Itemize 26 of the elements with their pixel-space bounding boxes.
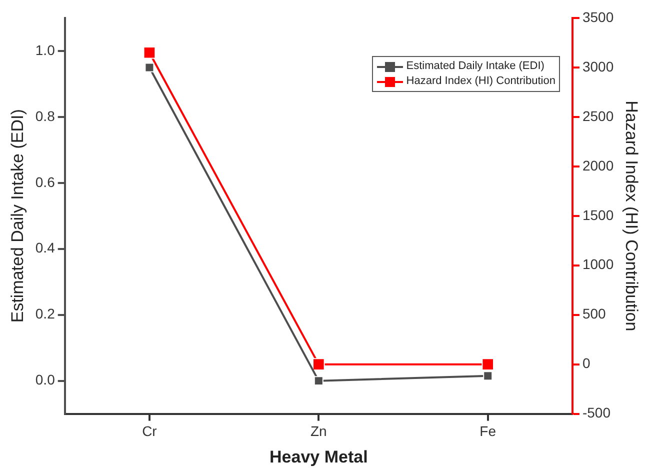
y2-tick-label: 1000 [582, 256, 614, 272]
y2-tick-label: 3000 [582, 58, 614, 74]
x-tick-label: Cr [142, 423, 158, 440]
y2-tick-label: 1500 [582, 206, 614, 223]
x-tick-label: Fe [480, 423, 496, 440]
y2-tick-label: 2500 [582, 108, 614, 124]
y2-tick-label: 500 [582, 306, 606, 322]
y2-tick-label: -500 [582, 404, 611, 421]
y-tick-label: 0.2 [35, 306, 56, 322]
y2-tick-label: 0 [582, 355, 590, 372]
y-tick-label: 0.0 [35, 372, 56, 388]
legend-label: Hazard Index (HI) Contribution [406, 74, 556, 89]
y-tick-label: 0.6 [35, 174, 56, 190]
y-tick-label: 1.0 [35, 42, 56, 58]
y2-tick-label: 3500 [582, 8, 614, 25]
y2-tick-label: 2000 [582, 157, 614, 174]
point [314, 376, 324, 386]
y-axis-title: Estimated Daily Intake (EDI) [8, 109, 27, 323]
legend-label: Estimated Daily Intake (EDI) [406, 59, 544, 74]
point [483, 371, 493, 381]
x-tick-label: Zn [310, 423, 327, 440]
point [144, 62, 154, 72]
y2-axis-title: Hazard Index (HI) Contribution [622, 100, 642, 332]
y-tick-label: 0.4 [35, 240, 56, 256]
y-tick-label: 0.8 [35, 108, 56, 124]
x-axis-title: Heavy Metal [270, 447, 368, 466]
